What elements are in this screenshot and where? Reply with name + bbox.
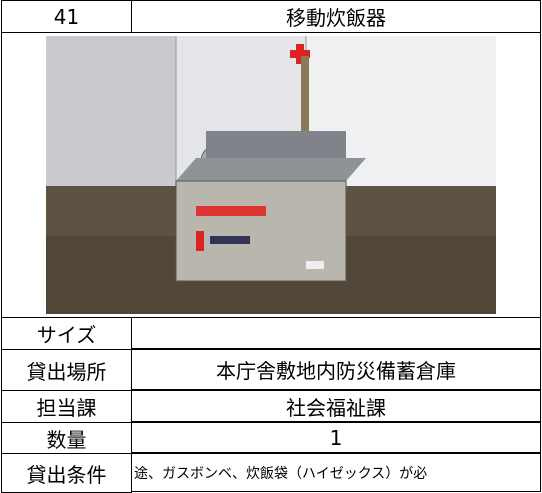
title-cell: 移動炊飯器 xyxy=(131,0,541,33)
row-value: 社会福祉課 xyxy=(286,395,386,420)
row-value-cell: 本庁舎敷地内防災備蓄倉庫 xyxy=(131,349,541,390)
row-label: 数量 xyxy=(46,427,87,452)
row-value-cell: 途、ガスボンベ、炊飯袋（ハイゼックス）が必 xyxy=(131,453,541,492)
row-value: 1 xyxy=(329,425,343,450)
row-label: 担当課 xyxy=(36,396,97,420)
row-label-cell: 貸出場所 xyxy=(1,349,132,391)
row-label-cell: 担当課 xyxy=(1,390,132,423)
row-label-cell: 貸出条件 xyxy=(1,453,132,493)
photo-cell xyxy=(1,32,541,318)
row-value: 途、ガスボンベ、炊飯袋（ハイゼックス）が必 xyxy=(134,465,428,482)
row-value-cell: 1 xyxy=(131,422,541,453)
title: 移動炊飯器 xyxy=(286,6,386,30)
row-label-cell: 数量 xyxy=(1,422,132,454)
row-label: 貸出条件 xyxy=(26,462,107,487)
number: 41 xyxy=(53,4,80,29)
row-label: 貸出場所 xyxy=(26,359,107,384)
row-value: 本庁舎敷地内防災備蓄倉庫 xyxy=(216,359,456,383)
row-label: サイズ xyxy=(36,323,97,347)
row-value-cell: 社会福祉課 xyxy=(131,390,541,422)
photo xyxy=(46,36,496,314)
row-label-cell: サイズ xyxy=(1,317,132,350)
row-value-cell xyxy=(131,317,541,349)
number-cell: 41 xyxy=(1,0,132,33)
